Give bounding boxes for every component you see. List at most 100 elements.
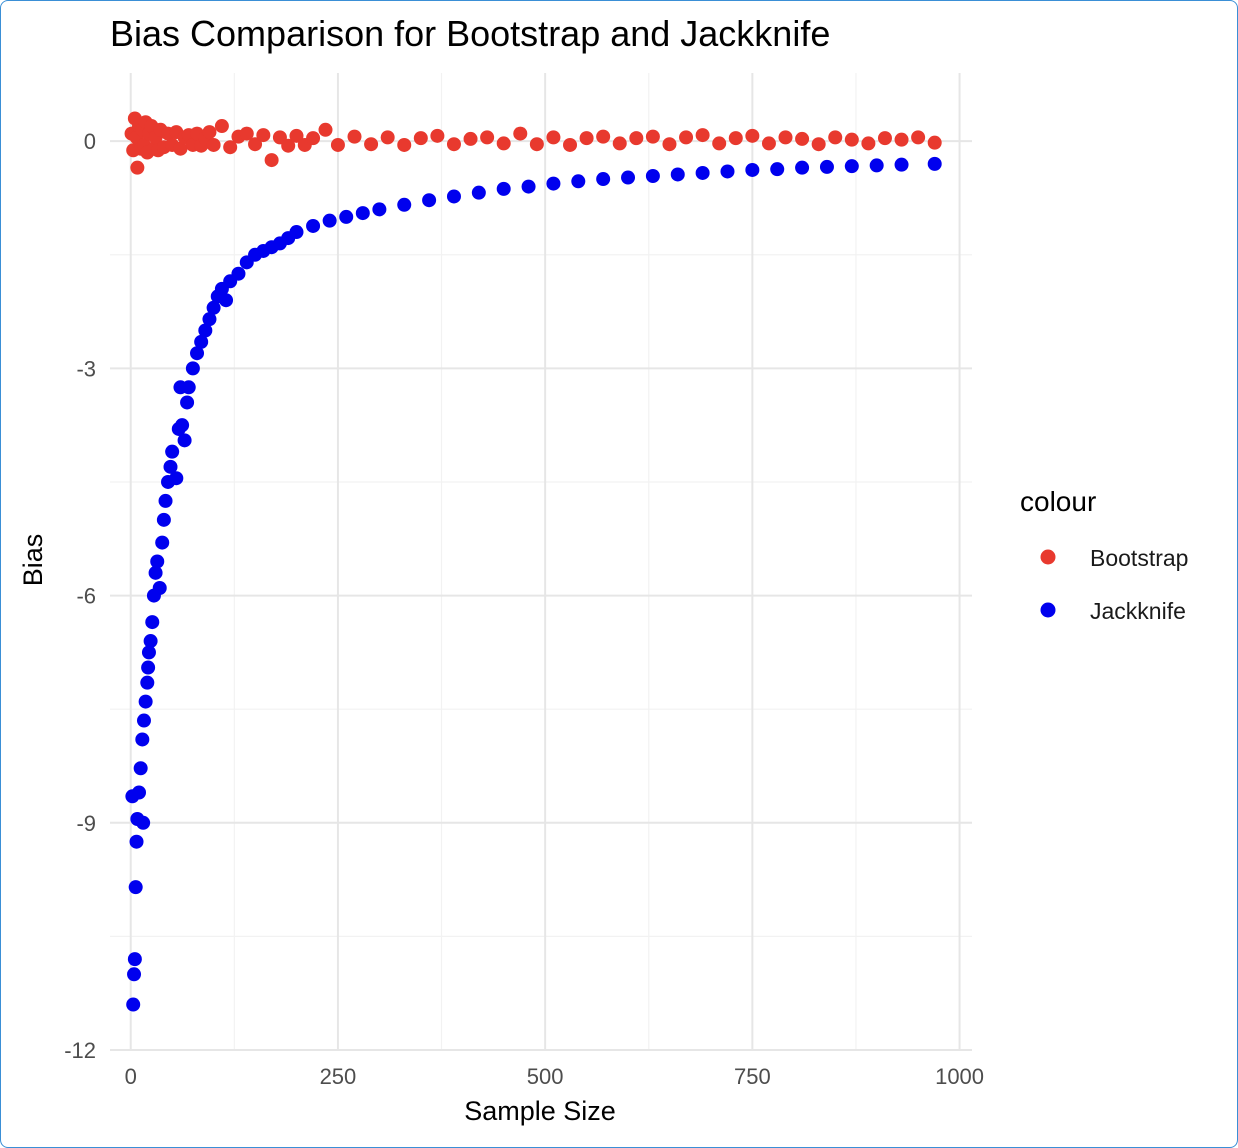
jackknife-point (446, 189, 461, 204)
series-jackknife (125, 156, 942, 1012)
bootstrap-point (579, 131, 594, 146)
jackknife-point (135, 732, 150, 747)
jackknife-point (165, 444, 180, 459)
jackknife-point (695, 165, 710, 180)
bootstrap-point (173, 141, 188, 156)
jackknife-point (152, 581, 167, 596)
jackknife-point (185, 361, 200, 376)
bootstrap-point (828, 130, 843, 145)
jackknife-point (150, 554, 165, 569)
jackknife-point (471, 185, 486, 200)
jackknife-point (136, 815, 151, 830)
jackknife-point (132, 785, 147, 800)
bootstrap-point (529, 137, 544, 152)
legend-key-bootstrap (1040, 549, 1056, 565)
jackknife-point (141, 645, 156, 660)
jackknife-point (745, 162, 760, 177)
bootstrap-point (629, 131, 644, 146)
bootstrap-point (496, 136, 511, 151)
jackknife-point (339, 209, 354, 224)
jackknife-point (129, 834, 144, 849)
jackknife-point (372, 202, 387, 217)
y-tick-label: -12 (64, 1038, 96, 1063)
bootstrap-point (306, 131, 321, 146)
chart-title: Bias Comparison for Bootstrap and Jackkn… (110, 13, 830, 54)
x-tick-label: 500 (527, 1064, 564, 1089)
bootstrap-point (202, 125, 217, 140)
jackknife-point (126, 997, 141, 1012)
bootstrap-point (130, 160, 145, 175)
legend-label-bootstrap: Bootstrap (1090, 545, 1188, 571)
jackknife-point (422, 193, 437, 208)
y-tick-label: 0 (84, 129, 96, 154)
bootstrap-point (264, 153, 279, 168)
bootstrap-point (430, 128, 445, 143)
bootstrap-point (289, 128, 304, 143)
jackknife-point (322, 213, 337, 228)
bootstrap-point (695, 128, 710, 143)
jackknife-point (670, 167, 685, 182)
jackknife-point (571, 174, 586, 189)
bootstrap-point (645, 129, 660, 144)
jackknife-point (621, 170, 636, 185)
bootstrap-point (380, 130, 395, 145)
bootstrap-point (778, 130, 793, 145)
jackknife-point (169, 471, 184, 486)
jackknife-point (145, 615, 160, 630)
bootstrap-point (563, 137, 578, 152)
bootstrap-point (811, 137, 826, 152)
bootstrap-point (546, 130, 561, 145)
bootstrap-point (795, 131, 810, 146)
bootstrap-point (761, 136, 776, 151)
axis-ticks: 0 250 500 750 1000 0 -3 -6 -9 -12 (64, 129, 984, 1089)
bootstrap-point (861, 136, 876, 151)
jackknife-point (521, 179, 536, 194)
jackknife-point (156, 512, 171, 527)
jackknife-point (894, 157, 909, 172)
bootstrap-point (679, 130, 694, 145)
jackknife-point (143, 634, 158, 649)
legend-label-jackknife: Jackknife (1090, 598, 1186, 624)
jackknife-point (141, 660, 156, 675)
series-bootstrap (124, 111, 942, 175)
jackknife-point (194, 334, 209, 349)
legend-title: colour (1020, 486, 1096, 517)
jackknife-point (136, 713, 151, 728)
y-axis-title: Bias (18, 534, 48, 587)
bootstrap-point (844, 132, 859, 147)
jackknife-point (127, 952, 142, 967)
bootstrap-point (513, 126, 528, 141)
bootstrap-point (662, 137, 677, 152)
jackknife-point (180, 395, 195, 410)
jackknife-point (127, 967, 142, 982)
jackknife-point (206, 300, 221, 315)
jackknife-point (155, 535, 170, 550)
jackknife-point (158, 493, 173, 508)
legend: colour Bootstrap Jackknife (1020, 486, 1188, 624)
jackknife-point (596, 172, 611, 187)
jackknife-point (819, 159, 834, 174)
y-tick-label: -3 (76, 356, 96, 381)
bootstrap-point (364, 137, 379, 152)
jackknife-point (289, 225, 304, 240)
bootstrap-point (745, 128, 760, 143)
jackknife-point (133, 761, 148, 776)
jackknife-point (795, 160, 810, 175)
y-tick-label: -9 (76, 811, 96, 836)
bootstrap-point (480, 130, 495, 145)
jackknife-point (355, 206, 370, 221)
jackknife-point (546, 176, 561, 191)
jackknife-point (720, 164, 735, 179)
x-tick-label: 1000 (935, 1064, 984, 1089)
bootstrap-point (927, 135, 942, 150)
bootstrap-point (206, 137, 221, 152)
plot-points (124, 111, 942, 1012)
jackknife-point (770, 162, 785, 177)
jackknife-point (177, 433, 192, 448)
jackknife-point (496, 181, 511, 196)
bootstrap-point (877, 131, 892, 146)
bootstrap-point (256, 128, 271, 143)
jackknife-point (927, 156, 942, 171)
x-tick-label: 250 (320, 1064, 357, 1089)
jackknife-point (231, 266, 246, 281)
